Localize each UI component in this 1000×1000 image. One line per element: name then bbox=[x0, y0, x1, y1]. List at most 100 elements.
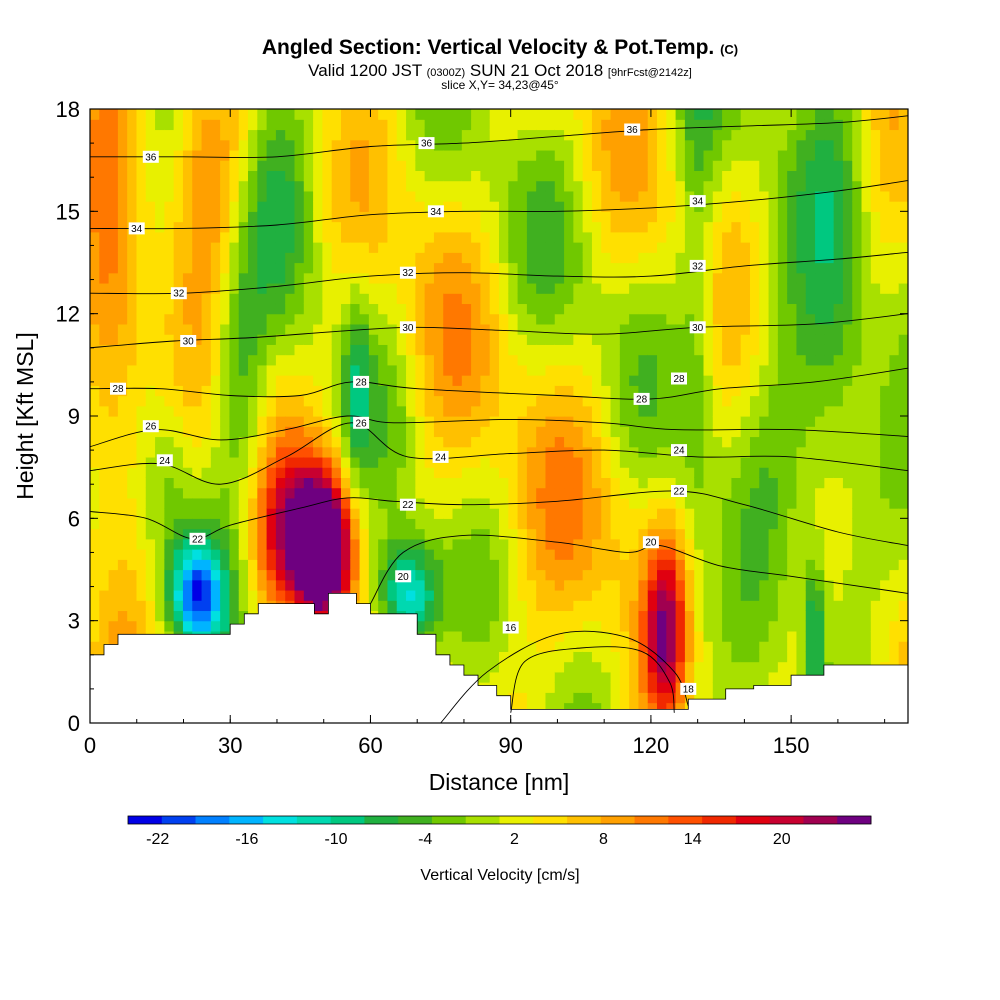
heatmap-cell bbox=[489, 190, 500, 202]
heatmap-cell bbox=[508, 344, 519, 356]
heatmap-cell bbox=[117, 589, 128, 601]
heatmap-cell bbox=[787, 487, 798, 499]
heatmap-cell bbox=[164, 477, 175, 489]
heatmap-cell bbox=[573, 231, 584, 243]
heatmap-cell bbox=[536, 385, 547, 397]
heatmap-cell bbox=[564, 109, 574, 120]
heatmap-cell bbox=[619, 354, 630, 366]
heatmap-cell bbox=[638, 375, 649, 386]
heatmap-cell bbox=[852, 129, 863, 141]
heatmap-cell bbox=[499, 641, 509, 652]
heatmap-cell bbox=[368, 569, 379, 581]
heatmap-cell bbox=[294, 559, 305, 571]
heatmap-cell bbox=[192, 170, 203, 182]
heatmap-cell bbox=[173, 221, 184, 233]
heatmap-cell bbox=[275, 272, 286, 284]
heatmap-cell bbox=[340, 221, 351, 233]
heatmap-cell bbox=[201, 477, 212, 489]
heatmap-cell bbox=[433, 129, 444, 141]
heatmap-cell bbox=[275, 487, 286, 499]
heatmap-cell bbox=[266, 426, 277, 438]
heatmap-cell bbox=[554, 630, 565, 642]
heatmap-cell bbox=[173, 231, 184, 243]
heatmap-cell bbox=[740, 344, 751, 356]
heatmap-cell bbox=[517, 589, 528, 601]
heatmap-cell bbox=[340, 109, 351, 120]
heatmap-cell bbox=[647, 221, 658, 233]
heatmap-cell bbox=[415, 323, 426, 335]
heatmap-cell bbox=[257, 272, 268, 284]
heatmap-cell bbox=[536, 549, 547, 560]
heatmap-cell bbox=[220, 600, 231, 612]
heatmap-cell bbox=[526, 109, 537, 120]
heatmap-cell bbox=[675, 323, 686, 335]
heatmap-cell bbox=[229, 579, 240, 591]
heatmap-cell bbox=[489, 109, 500, 120]
heatmap-cell bbox=[396, 231, 407, 243]
heatmap-cell bbox=[266, 282, 277, 294]
heatmap-cell bbox=[424, 231, 435, 243]
heatmap-cell bbox=[443, 630, 454, 642]
heatmap-cell bbox=[777, 395, 788, 407]
heatmap-cell bbox=[591, 354, 602, 366]
heatmap-cell bbox=[852, 262, 863, 274]
heatmap-cell bbox=[433, 477, 444, 489]
heatmap-cell bbox=[740, 467, 751, 478]
heatmap-cell bbox=[257, 518, 268, 530]
heatmap-cell bbox=[303, 262, 314, 274]
heatmap-cell bbox=[136, 272, 147, 284]
heatmap-cell bbox=[712, 221, 723, 233]
heatmap-cell bbox=[740, 487, 751, 499]
heatmap-cell bbox=[99, 160, 110, 171]
heatmap-cell bbox=[257, 426, 268, 438]
heatmap-cell bbox=[461, 610, 472, 622]
heatmap-cell bbox=[201, 426, 212, 438]
heatmap-cell bbox=[666, 549, 677, 560]
heatmap-cell bbox=[731, 538, 742, 550]
heatmap-cell bbox=[266, 119, 277, 131]
heatmap-cell bbox=[108, 600, 119, 612]
heatmap-cell bbox=[396, 211, 407, 223]
heatmap-cell bbox=[99, 569, 110, 581]
heatmap-cell bbox=[99, 610, 110, 622]
heatmap-cell bbox=[768, 344, 779, 356]
heatmap-cell bbox=[787, 364, 798, 376]
heatmap-cell bbox=[545, 446, 556, 458]
heatmap-cell bbox=[164, 170, 175, 182]
heatmap-cell bbox=[666, 354, 677, 366]
heatmap-cell bbox=[220, 364, 231, 376]
heatmap-cell bbox=[545, 375, 556, 386]
heatmap-cell bbox=[489, 456, 500, 468]
heatmap-cell bbox=[108, 364, 119, 376]
heatmap-cell bbox=[703, 497, 714, 509]
heatmap-cell bbox=[499, 385, 509, 397]
heatmap-cell bbox=[173, 610, 184, 622]
heatmap-cell bbox=[805, 231, 816, 243]
heatmap-cell bbox=[703, 344, 714, 356]
heatmap-cell bbox=[173, 508, 184, 519]
heatmap-cell bbox=[359, 467, 370, 478]
heatmap-cell bbox=[582, 323, 593, 335]
heatmap-cell bbox=[629, 252, 640, 264]
heatmap-cell bbox=[387, 344, 398, 356]
heatmap-cell bbox=[155, 242, 165, 253]
heatmap-cell bbox=[359, 456, 370, 468]
heatmap-cell bbox=[861, 651, 872, 663]
heatmap-cell bbox=[842, 242, 853, 253]
heatmap-cell bbox=[657, 456, 667, 468]
heatmap-cell bbox=[294, 508, 305, 519]
heatmap-cell bbox=[248, 446, 258, 458]
heatmap-cell bbox=[815, 231, 825, 243]
heatmap-cell bbox=[155, 282, 165, 294]
heatmap-cell bbox=[266, 518, 277, 530]
heatmap-cell bbox=[666, 497, 677, 509]
heatmap-cell bbox=[90, 221, 100, 233]
heatmap-cell bbox=[666, 242, 677, 253]
heatmap-cell bbox=[340, 405, 351, 417]
heatmap-cell bbox=[842, 610, 853, 622]
heatmap-cell bbox=[136, 303, 147, 315]
heatmap-cell bbox=[508, 651, 519, 663]
heatmap-cell bbox=[536, 180, 547, 192]
heatmap-cell bbox=[508, 375, 519, 386]
heatmap-cell bbox=[257, 446, 268, 458]
